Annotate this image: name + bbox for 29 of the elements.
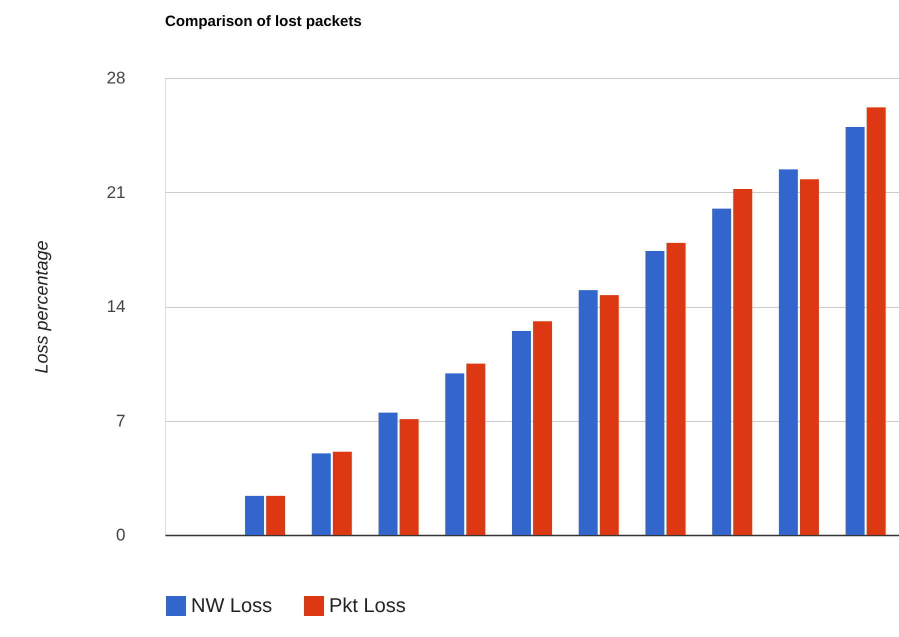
bar	[800, 179, 819, 535]
y-tick-label: 21	[106, 182, 126, 202]
bar	[400, 419, 419, 535]
bar	[712, 208, 732, 535]
bar	[866, 107, 886, 535]
bar	[666, 242, 686, 535]
bar	[332, 452, 352, 535]
bar	[445, 373, 464, 535]
bar	[378, 412, 398, 535]
bar	[512, 330, 531, 535]
y-axis-title: Loss percentage	[32, 240, 52, 374]
bar	[600, 295, 619, 535]
bar	[778, 169, 798, 535]
bar	[733, 188, 752, 535]
legend-label: NW Loss	[191, 595, 272, 617]
bar	[645, 251, 664, 535]
bar	[266, 496, 286, 535]
bar	[466, 364, 486, 535]
bar	[245, 496, 264, 535]
bar	[533, 321, 552, 535]
y-tick-label: 7	[116, 411, 126, 430]
legend-label: Pkt Loss	[329, 595, 406, 617]
y-tick-label: 28	[106, 68, 126, 88]
chart-title: Comparison of lost packets	[165, 13, 362, 30]
y-tick-label: 0	[116, 526, 126, 544]
bar	[312, 453, 331, 535]
y-tick-label: 14	[106, 297, 126, 316]
bar	[846, 126, 865, 535]
bar	[578, 290, 598, 535]
